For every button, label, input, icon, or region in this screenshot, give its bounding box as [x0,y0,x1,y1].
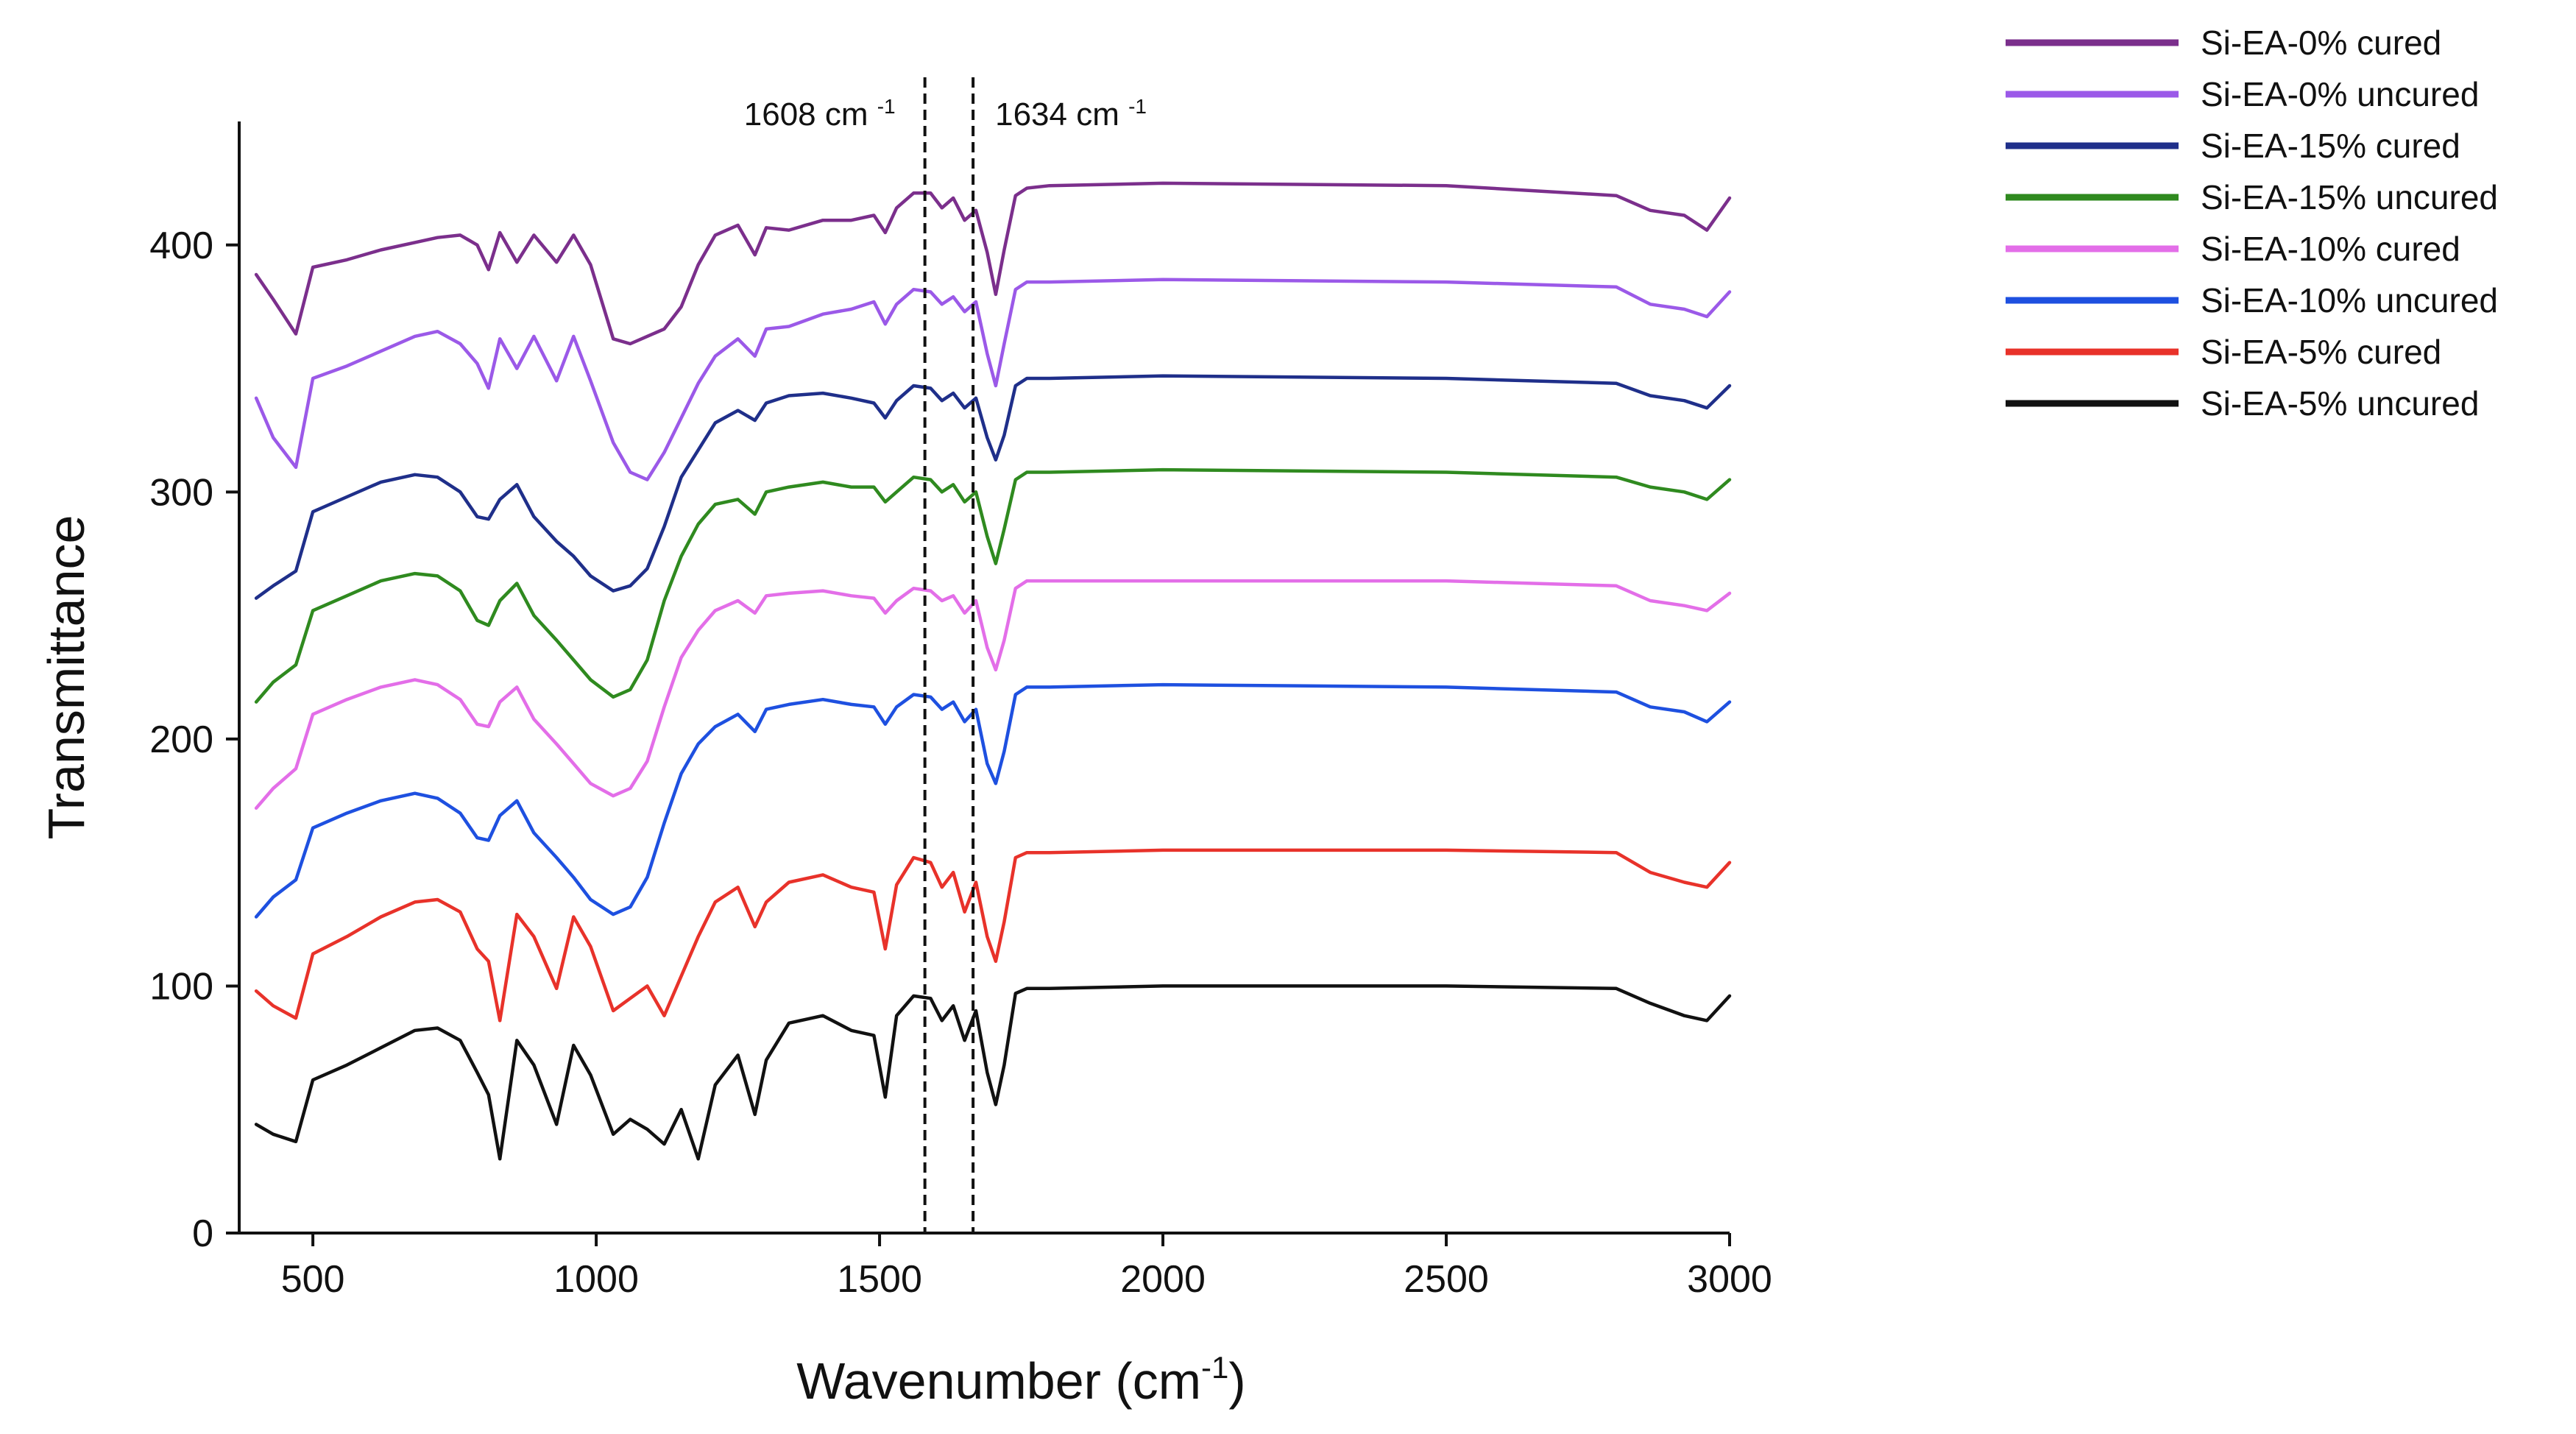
series-line-7 [254,984,1732,1161]
y-tick-label: 100 [149,965,213,1008]
legend-label-7: Si-EA-5% uncured [2201,384,2479,423]
x-tick-label: 1500 [837,1258,922,1301]
y-tick-label: 200 [149,718,213,761]
y-tick-label: 400 [149,225,213,267]
legend-label-4: Si-EA-10% cured [2201,230,2460,268]
axes [238,121,1730,1235]
reference-line-label-1: 1634 cm -1 [995,95,1147,133]
series-line-2 [254,374,1732,600]
x-tick-label: 3000 [1687,1258,1772,1301]
legend-label-0: Si-EA-0% cured [2201,24,2441,62]
legend: Si-EA-0% cured Si-EA-0% uncured Si-EA-15% … [2006,24,2498,423]
x-tick-label: 2500 [1404,1258,1489,1301]
series-line-4 [254,579,1732,810]
legend-label-2: Si-EA-15% cured [2201,127,2460,165]
legend-label-6: Si-EA-5% cured [2201,333,2441,371]
x-axis-title: Wavenumber (cm-1) [796,1350,1245,1410]
reference-line-label-0: 1608 cm -1 [744,95,896,133]
legend-label-5: Si-EA-10% uncured [2201,281,2498,319]
series-layer [254,181,1732,1161]
y-tick-label: 300 [149,471,213,514]
legend-label-1: Si-EA-0% uncured [2201,75,2479,113]
y-tick-label: 0 [192,1212,213,1255]
x-axis-title-main: Wavenumber (cm [796,1352,1201,1410]
x-tick-label: 500 [281,1258,345,1301]
reference-lines: 1608 cm -1 1634 cm -1 [744,77,1147,1233]
x-tick-label: 1000 [553,1258,639,1301]
ticks: 500 1000 1500 2000 2500 3000 0 100 200 300 400 [149,225,1772,1301]
x-axis-title-close: ) [1228,1352,1245,1410]
y-axis-title: Transmittance [38,515,95,840]
series-line-6 [254,848,1732,1022]
legend-label-3: Si-EA-15% uncured [2201,178,2498,216]
series-line-1 [254,278,1732,481]
series-line-3 [254,467,1732,704]
x-axis-title-sup: -1 [1201,1350,1228,1385]
x-tick-label: 2000 [1120,1258,1206,1301]
series-line-0 [254,181,1732,346]
series-line-5 [254,682,1732,919]
